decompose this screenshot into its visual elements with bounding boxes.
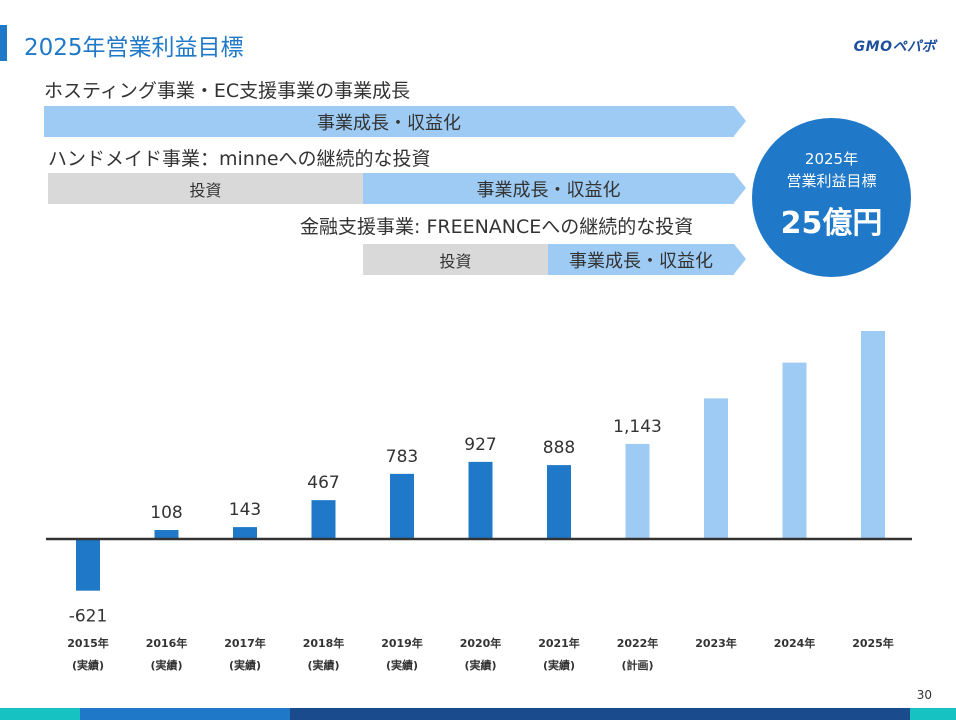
fintech-arrow-head: [734, 244, 746, 274]
bar-2016年: [154, 530, 179, 539]
x-tick-label: 2016年: [146, 636, 188, 650]
data-label: 143: [229, 500, 261, 520]
hosting-segment-label: ホスティング事業・EC支援事業の事業成長: [44, 80, 411, 102]
x-tick-sublabel: (実績): [386, 658, 418, 672]
fintech-growth-segment: 事業成長・収益化: [548, 244, 734, 275]
hosting-timeline-bar: 事業成長・収益化: [44, 106, 746, 137]
x-tick-sublabel: (計画): [621, 658, 653, 672]
bar-2023年: [704, 398, 728, 539]
target-label: 営業利益目標: [786, 172, 877, 190]
data-label: 108: [150, 503, 182, 523]
x-tick-sublabel: (実績): [150, 658, 182, 672]
x-tick-label: 2017年: [224, 636, 266, 650]
x-tick-label: 2025年: [852, 636, 894, 650]
handmade-arrow-head: [734, 173, 746, 203]
fintech-invest-segment: 投資: [363, 244, 548, 275]
bar-2024年: [782, 362, 807, 539]
x-tick-label: 2015年: [67, 636, 109, 650]
fintech-segment-label: 金融支援事業: FREENANCEへの継続的な投資: [300, 216, 694, 238]
hosting-growth-segment: 事業成長・収益化: [44, 106, 734, 137]
handmade-timeline-bar: 投資 事業成長・収益化: [48, 173, 746, 204]
bar-2025年: [861, 331, 885, 539]
target-value: 25億円: [780, 206, 883, 241]
footer-band-navy: [290, 708, 910, 720]
x-tick-sublabel: (実績): [307, 658, 339, 672]
handmade-growth-segment: 事業成長・収益化: [363, 173, 734, 204]
bar-2019年: [390, 473, 414, 539]
bar-2020年: [468, 461, 493, 539]
x-tick-label: 2022年: [617, 636, 659, 650]
target-badge: 2025年 営業利益目標 25億円: [752, 118, 911, 277]
bar-2018年: [311, 500, 336, 539]
footer-band-teal: [0, 708, 80, 720]
data-label: 927: [464, 435, 496, 455]
x-tick-label: 2020年: [460, 636, 502, 650]
bar-2021年: [547, 465, 571, 539]
x-tick-label: 2019年: [381, 636, 423, 650]
x-tick-sublabel: (実績): [72, 658, 104, 672]
footer-band-teal-right: [910, 708, 956, 720]
x-tick-label: 2023年: [695, 636, 737, 650]
bar-2017年: [233, 527, 257, 539]
x-tick-label: 2024年: [774, 636, 816, 650]
page-title: 2025年営業利益目標: [24, 35, 244, 61]
page-number: 30: [916, 688, 932, 702]
x-tick-sublabel: (実績): [229, 658, 261, 672]
data-label: -621: [69, 607, 108, 627]
data-label: 1,143: [613, 417, 662, 437]
operating-profit-chart: -621 2015年 (実績) 108 2016年 (実績) 143 2017年 (実績) 467…: [46, 331, 912, 672]
x-tick-label: 2021年: [538, 636, 580, 650]
x-tick-sublabel: (実績): [464, 658, 496, 672]
target-year: 2025年: [804, 150, 859, 168]
data-label: 888: [543, 438, 575, 458]
footer-band-blue: [80, 708, 290, 720]
bar-2022年: [625, 443, 650, 539]
data-label: 467: [307, 473, 339, 493]
title-accent-bar: [0, 25, 7, 61]
x-tick-sublabel: (実績): [543, 658, 575, 672]
handmade-invest-segment: 投資: [48, 173, 363, 204]
x-tick-label: 2018年: [303, 636, 345, 650]
fintech-timeline-bar: 投資 事業成長・収益化: [363, 244, 746, 275]
data-label: 783: [386, 447, 418, 467]
bar-2015年: [76, 539, 100, 591]
hosting-arrow-head: [734, 106, 746, 136]
handmade-segment-label: ハンドメイド事業：minneへの継続的な投資: [48, 148, 431, 170]
gmo-pepabo-logo: GMOペパボ: [853, 39, 936, 55]
